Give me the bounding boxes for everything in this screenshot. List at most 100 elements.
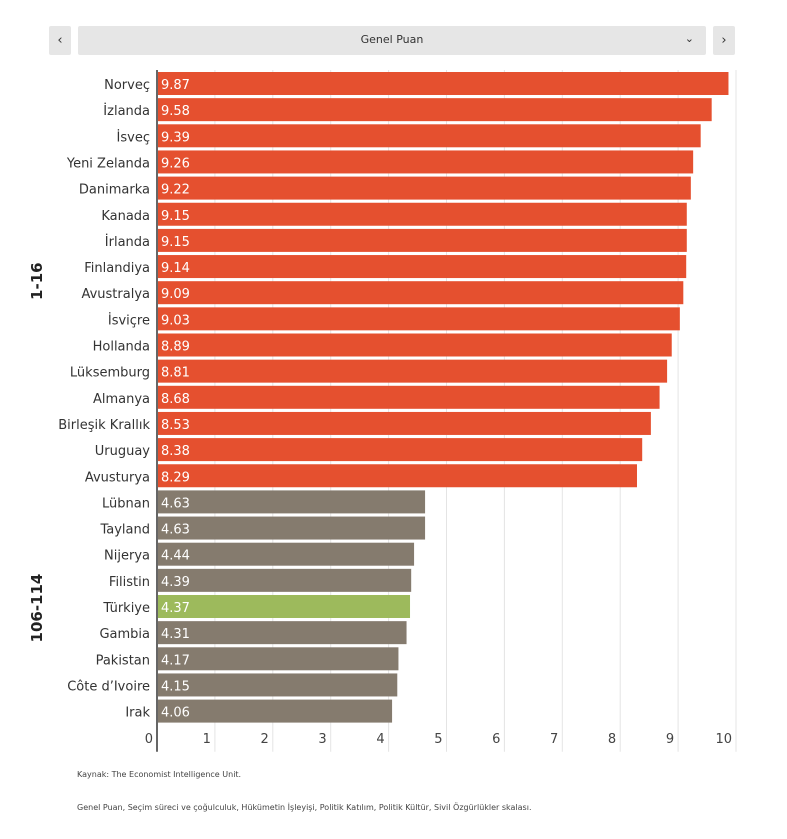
value-label: 9.22 — [161, 183, 190, 198]
x-tick-label: 2 — [261, 732, 269, 747]
category-label: Avustralya — [81, 287, 150, 302]
category-label: Norveç — [104, 78, 150, 93]
category-label: Danimarka — [79, 183, 150, 198]
value-label: 4.37 — [161, 601, 190, 616]
x-tick-label: 6 — [492, 732, 500, 747]
category-label: Türkiye — [102, 601, 150, 616]
bar[interactable] — [158, 568, 412, 592]
x-tick-label: 7 — [550, 732, 558, 747]
bar[interactable] — [158, 333, 672, 357]
category-label: Lübnan — [102, 496, 150, 511]
value-label: 4.15 — [161, 679, 190, 694]
x-tick-label: 8 — [608, 732, 616, 747]
value-label: 4.63 — [161, 523, 190, 538]
bar[interactable] — [158, 490, 426, 514]
category-label: Finlandiya — [84, 261, 150, 276]
bar[interactable] — [158, 150, 694, 174]
bar[interactable] — [158, 307, 680, 331]
group-label: 106-114 — [28, 574, 46, 643]
value-label: 8.81 — [161, 366, 190, 381]
category-label: Birleşik Krallık — [58, 418, 150, 433]
category-label: Gambia — [99, 627, 150, 642]
value-label: 9.87 — [161, 78, 190, 93]
value-label: 9.39 — [161, 130, 190, 145]
value-label: 4.39 — [161, 575, 190, 590]
value-label: 8.29 — [161, 470, 190, 485]
metric-select[interactable]: Genel Puan ⌄ — [78, 26, 706, 55]
value-label: 4.17 — [161, 653, 190, 668]
category-label: İsveç — [117, 129, 150, 145]
bar[interactable] — [158, 647, 399, 671]
category-label: Irak — [125, 706, 150, 721]
value-label: 8.68 — [161, 392, 190, 407]
category-label: Côte d’Ivoire — [67, 679, 150, 694]
x-tick-label: 4 — [376, 732, 384, 747]
value-label: 9.03 — [161, 313, 190, 328]
category-label: İsviçre — [108, 312, 150, 328]
value-label: 9.58 — [161, 104, 190, 119]
chevron-right-icon: › — [721, 33, 727, 48]
value-labels: 9.87 9.58 9.39 9.26 9.22 9.15 9.15 9.14 9.09 9.03… — [161, 78, 190, 721]
x-tick-label: 5 — [434, 732, 442, 747]
value-label: 8.38 — [161, 444, 190, 459]
scale-note: Genel Puan, Seçim süreci ve çoğulculuk, … — [77, 803, 532, 812]
bar[interactable] — [158, 411, 651, 435]
bar[interactable] — [158, 202, 687, 226]
bar[interactable] — [158, 542, 415, 566]
category-label: Lüksemburg — [70, 366, 150, 381]
bar[interactable] — [158, 176, 691, 200]
bar[interactable] — [158, 621, 407, 645]
x-tick-label: 0 — [145, 732, 153, 747]
value-label: 9.09 — [161, 287, 190, 302]
bars — [158, 72, 729, 723]
bar[interactable] — [158, 673, 398, 697]
bar[interactable] — [158, 255, 687, 279]
value-label: 4.63 — [161, 496, 190, 511]
category-label: Avusturya — [85, 470, 150, 485]
bar-chart: Norveç İzlanda İsveç Yeni Zelanda Danimarka K… — [28, 70, 737, 752]
bar[interactable] — [158, 464, 637, 488]
bar[interactable] — [158, 281, 684, 305]
value-label: 4.31 — [161, 627, 190, 642]
source-note: Kaynak: The Economist Intelligence Unit. — [77, 770, 242, 779]
group-label: 1-16 — [28, 262, 46, 300]
category-label: Uruguay — [95, 444, 151, 459]
x-axis-ticks: 0 1 2 3 4 5 6 7 8 9 10 — [145, 732, 732, 747]
chevron-left-icon: ‹ — [57, 33, 63, 48]
value-label: 4.44 — [161, 549, 190, 564]
x-tick-label: 1 — [203, 732, 211, 747]
value-label: 9.15 — [161, 209, 190, 224]
bar[interactable] — [158, 595, 411, 618]
category-label: Almanya — [93, 392, 150, 407]
value-label: 8.89 — [161, 340, 190, 355]
next-metric-button[interactable]: › — [713, 26, 735, 55]
bar[interactable] — [158, 72, 729, 95]
value-label: 8.53 — [161, 418, 190, 433]
bar[interactable] — [158, 124, 701, 148]
category-label: İzlanda — [103, 103, 150, 119]
bar[interactable] — [158, 359, 668, 383]
previous-metric-button[interactable]: ‹ — [49, 26, 71, 55]
value-label: 9.15 — [161, 235, 190, 250]
category-label: Nijerya — [104, 549, 150, 564]
value-label: 9.26 — [161, 156, 190, 171]
bar[interactable] — [158, 228, 687, 252]
category-labels: Norveç İzlanda İsveç Yeni Zelanda Danimarka K… — [58, 78, 150, 721]
category-label: Yeni Zelanda — [66, 156, 150, 171]
bar[interactable] — [158, 438, 643, 462]
bar[interactable] — [158, 516, 426, 540]
value-label: 9.14 — [161, 261, 190, 276]
chevron-down-icon: ⌄ — [684, 32, 694, 45]
bar[interactable] — [158, 98, 712, 122]
selected-metric-label: Genel Puan — [360, 33, 424, 46]
group-labels: 1-16 106-114 — [28, 262, 46, 642]
bar[interactable] — [158, 385, 660, 409]
x-tick-label: 9 — [666, 732, 674, 747]
category-label: Kanada — [101, 209, 150, 224]
category-label: İrlanda — [105, 234, 150, 250]
category-label: Tayland — [99, 523, 150, 538]
x-tick-label: 10 — [715, 732, 732, 747]
category-label: Hollanda — [93, 340, 150, 355]
bar[interactable] — [158, 699, 393, 723]
category-label: Filistin — [109, 575, 150, 590]
